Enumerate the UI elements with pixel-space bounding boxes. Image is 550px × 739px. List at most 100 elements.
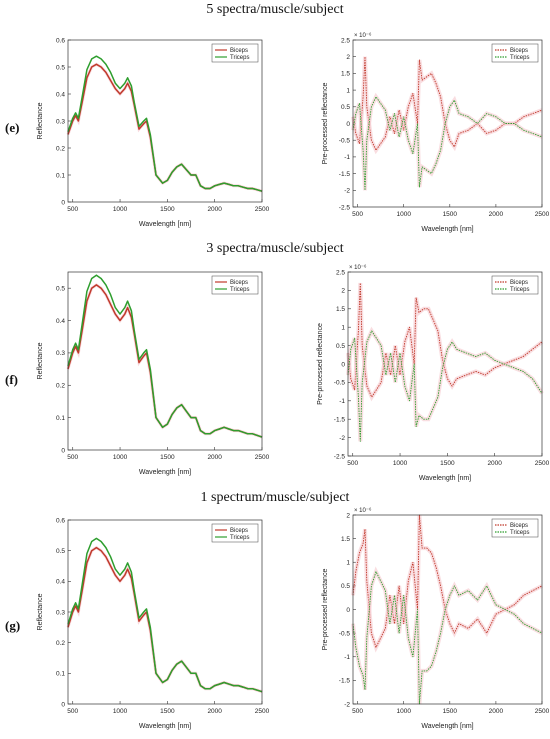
y-tick-label: 0.5: [341, 583, 350, 590]
reflectance-chart-5-spectra: 500 1000 1500 2000 2500 0 0.1 0.2 0.3 0.4 0.5 0.6 Wa…: [37, 37, 270, 228]
legend-label-biceps: Biceps: [230, 280, 248, 286]
x-tick-label: 2500: [535, 460, 550, 467]
x-tick-label: 1500: [443, 708, 458, 715]
y-tick-label: 1: [346, 560, 350, 567]
legend-label-triceps: Triceps: [510, 530, 529, 536]
y-tick-label: -1.5: [339, 171, 351, 178]
x-tick-label: 2000: [489, 708, 504, 715]
x-axis-label: Wavelength [nm]: [421, 723, 473, 730]
y-tick-label: -2: [344, 188, 350, 195]
x-axis-label: Wavelength [nm]: [421, 226, 473, 233]
y-axis-label: Reflectance: [37, 342, 44, 379]
plot-frame: [67, 39, 263, 203]
x-axis-label: Wavelength [nm]: [139, 221, 191, 228]
y-tick-label: 1: [341, 325, 345, 332]
y-tick-label: -0.5: [339, 138, 351, 145]
x-tick-label: 1000: [113, 708, 128, 715]
reflectance-chart-1-spectrum: 500 1000 1500 2000 2500 0 0.1 0.2 0.3 0.4 0.5 0.6 Wa…: [37, 517, 270, 730]
x-tick-label: 2500: [255, 708, 270, 715]
plot-frame: [67, 519, 263, 705]
section-title-1-spectrum: 1 spectrum/muscle/subject: [200, 490, 350, 505]
x-tick-label: 2000: [487, 460, 502, 467]
section-title-3-spectra: 3 spectra/muscle/subject: [206, 241, 344, 256]
x-tick-label: 1000: [393, 460, 408, 467]
y-tick-label: 0: [341, 361, 345, 368]
x-tick-label: 500: [67, 206, 78, 213]
std-band-biceps: [66, 62, 263, 193]
legend-label-triceps: Triceps: [510, 55, 529, 61]
x-tick-label: 1000: [396, 708, 411, 715]
series-line-triceps: [352, 96, 543, 191]
y-tick-label: 2.5: [336, 269, 345, 276]
y-tick-label: 1.5: [341, 71, 350, 78]
x-tick-label: 500: [67, 454, 78, 461]
y-tick-label: 0: [61, 447, 65, 454]
legend-label-biceps: Biceps: [230, 528, 248, 534]
legend-label-triceps: Triceps: [230, 287, 249, 293]
y-tick-label: -1.5: [334, 417, 346, 424]
y-tick-label: 2: [346, 512, 350, 519]
x-tick-label: 1500: [160, 708, 175, 715]
series-line-triceps: [347, 330, 543, 442]
y-exponent-label: × 10⁻⁶: [354, 507, 372, 514]
x-tick-label: 2500: [535, 211, 550, 218]
y-tick-label: 0.3: [56, 350, 65, 357]
y-tick-label: -2: [339, 435, 345, 442]
preprocessed-chart-3-spectra: 500 1000 1500 2000 2500 -2.5 -2 -1.5 -1 -0.5 0 0.5 1…: [317, 264, 550, 482]
std-band-biceps: [66, 283, 263, 439]
y-tick-label: 0.1: [56, 415, 65, 422]
y-axis-label: Reflectance: [37, 102, 44, 139]
panel-label-g: (g): [5, 618, 21, 633]
series-line-triceps: [67, 55, 263, 192]
y-axis-label: Pre-processed reflectance: [317, 323, 324, 405]
x-tick-label: 1500: [160, 454, 175, 461]
y-tick-label: -2.5: [334, 453, 346, 460]
y-tick-label: 0.5: [56, 285, 65, 292]
legend-label-triceps: Triceps: [230, 55, 249, 61]
panel-label-e: (e): [5, 120, 20, 135]
y-tick-label: 0.3: [56, 118, 65, 125]
y-tick-label: 0.5: [56, 548, 65, 555]
series-line-biceps: [352, 56, 543, 151]
y-tick-label: 0.6: [56, 37, 65, 44]
legend-label-biceps: Biceps: [510, 48, 528, 54]
y-tick-label: 0.4: [56, 318, 65, 325]
x-tick-label: 2500: [255, 454, 270, 461]
y-tick-label: 0.4: [56, 579, 65, 586]
series-line-biceps: [67, 63, 263, 192]
y-tick-label: 1.5: [336, 306, 345, 313]
x-tick-label: 1000: [113, 454, 128, 461]
series-line-triceps: [67, 274, 263, 438]
y-tick-label: -1: [339, 398, 345, 405]
x-tick-label: 1000: [396, 211, 411, 218]
x-tick-label: 500: [352, 211, 363, 218]
y-tick-label: 1: [346, 87, 350, 94]
y-tick-label: -1.5: [339, 678, 351, 685]
preprocessed-chart-1-spectrum: 500 1000 1500 2000 2500 -2 -1.5 -1 -0.5 0 0.5 1 1.5 2…: [322, 507, 550, 730]
section-title-5-spectra: 5 spectra/muscle/subject: [206, 2, 344, 17]
x-axis-label: Wavelength [nm]: [419, 475, 471, 482]
x-tick-label: 2000: [207, 708, 222, 715]
y-tick-label: -0.5: [334, 380, 346, 387]
y-tick-label: 0: [61, 701, 65, 708]
x-tick-label: 500: [67, 708, 78, 715]
series-line-triceps: [352, 571, 543, 705]
x-tick-label: 2000: [207, 206, 222, 213]
x-tick-label: 1000: [113, 206, 128, 213]
y-tick-label: 2.5: [341, 37, 350, 44]
x-tick-label: 1500: [443, 211, 458, 218]
plot-frame: [352, 514, 543, 705]
x-tick-label: 2000: [489, 211, 504, 218]
y-tick-label: -2.5: [339, 204, 351, 211]
y-tick-label: -0.5: [339, 630, 351, 637]
y-tick-label: 0.2: [56, 383, 65, 390]
y-tick-label: 0: [346, 607, 350, 614]
legend-label-biceps: Biceps: [230, 48, 248, 54]
y-tick-label: 0.5: [56, 64, 65, 71]
plot-frame: [67, 271, 263, 451]
legend-label-biceps: Biceps: [510, 523, 528, 529]
legend-label-triceps: Triceps: [510, 287, 529, 293]
y-axis-label: Pre-processed reflectance: [322, 569, 329, 651]
y-tick-label: 0.4: [56, 91, 65, 98]
y-tick-label: -2: [344, 701, 350, 708]
